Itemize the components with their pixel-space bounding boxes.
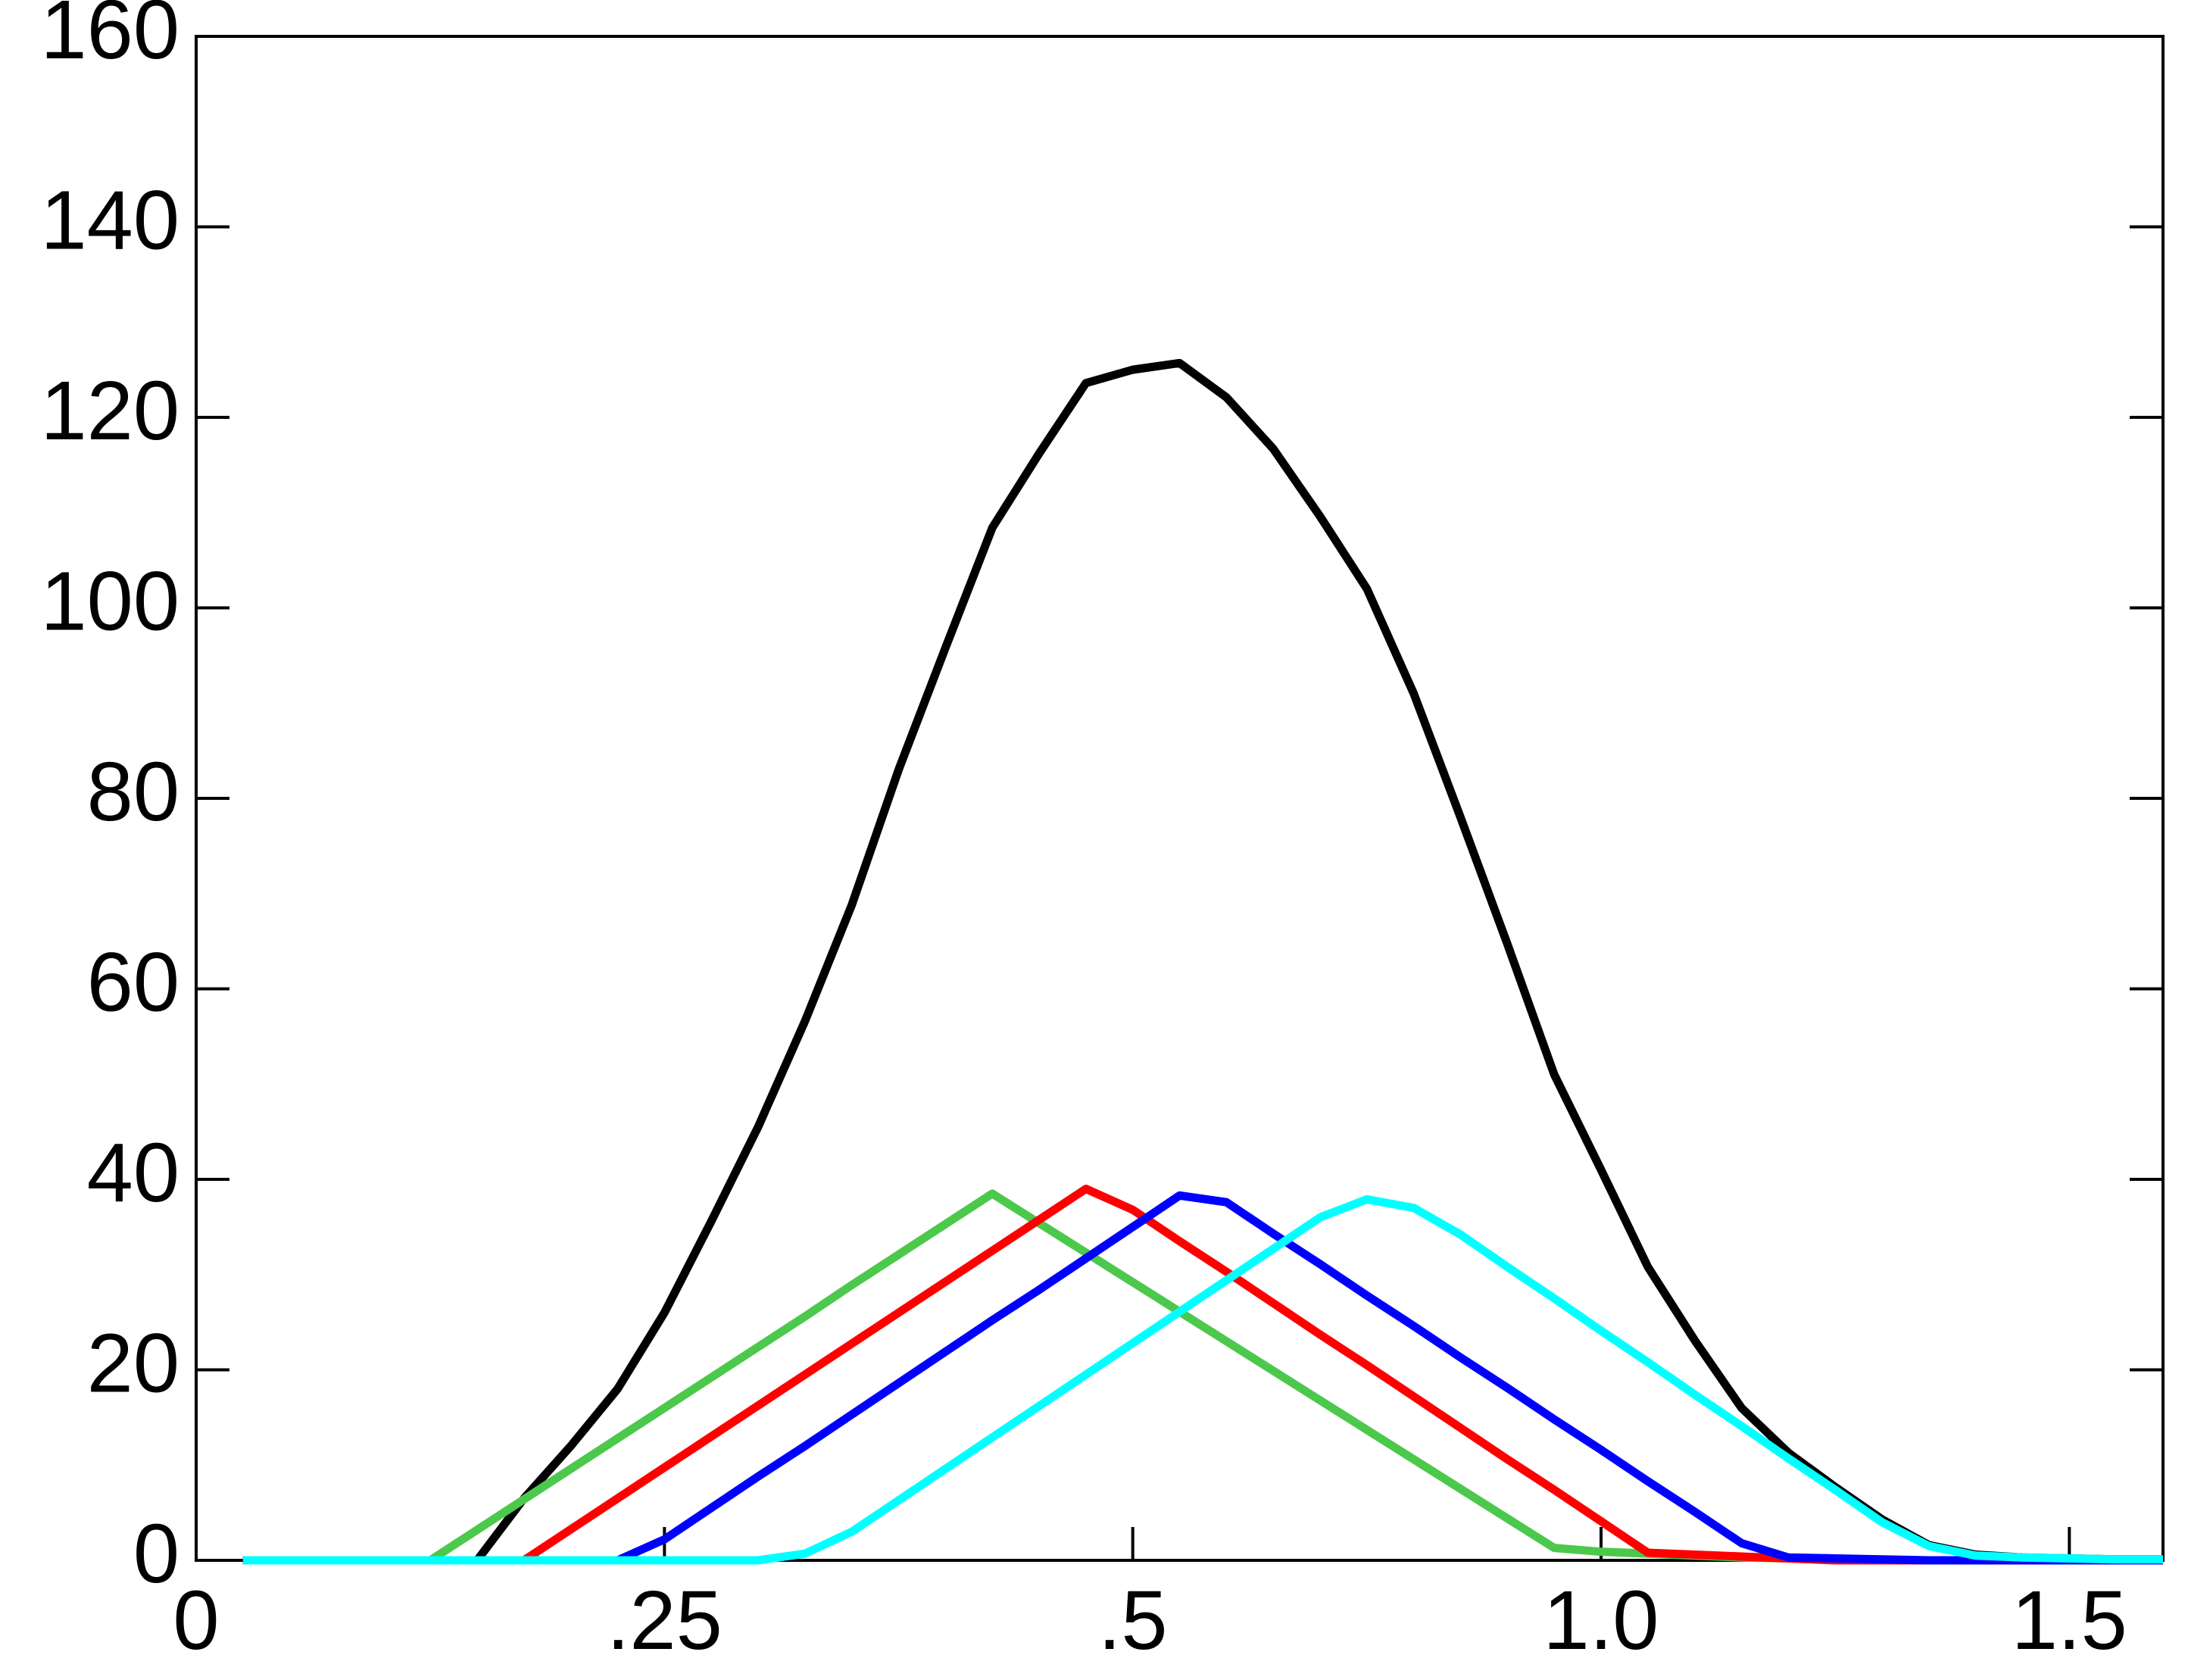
y-tick-label: 100 — [40, 555, 179, 648]
x-tick-label: .5 — [1098, 1574, 1168, 1667]
x-tick-label: 1.5 — [2012, 1574, 2127, 1667]
y-tick-label: 140 — [40, 174, 179, 267]
plot-frame — [195, 35, 2165, 1562]
series-line — [242, 1185, 2163, 1565]
series-line — [242, 1189, 2163, 1565]
y-tick-label: 60 — [87, 936, 179, 1029]
x-tick-label: .25 — [607, 1574, 723, 1667]
series-line — [242, 1194, 2163, 1565]
series-line — [242, 1191, 2163, 1565]
series-line — [242, 358, 2163, 1565]
y-tick-label: 0 — [133, 1507, 179, 1600]
y-tick-label: 160 — [40, 0, 179, 77]
y-tick-label: 40 — [87, 1126, 179, 1219]
x-tick-label: 1.0 — [1543, 1574, 1659, 1667]
y-tick-label: 80 — [87, 745, 179, 838]
y-tick-label: 20 — [87, 1317, 179, 1410]
x-tick-label: 0 — [173, 1574, 219, 1667]
y-tick-label: 120 — [40, 364, 179, 457]
